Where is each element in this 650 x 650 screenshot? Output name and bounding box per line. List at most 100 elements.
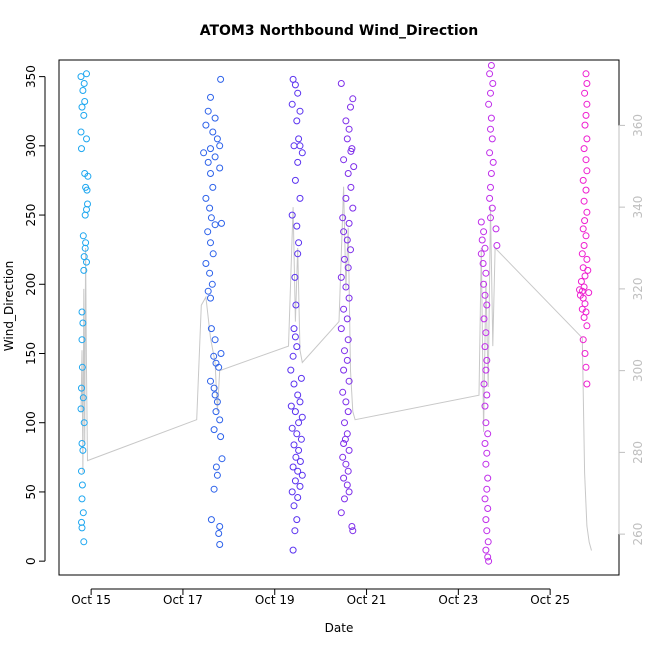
data-point (204, 287, 212, 295)
data-point (485, 557, 493, 565)
data-point (481, 291, 489, 299)
data-point (297, 435, 305, 443)
data-point (290, 380, 298, 388)
data-point (209, 183, 217, 191)
data-point (78, 495, 86, 503)
data-point (82, 239, 90, 247)
data-point (291, 408, 299, 416)
data-point (215, 530, 223, 537)
x-tick-label: Oct 19 (255, 593, 295, 607)
data-point (339, 214, 347, 222)
data-point (583, 380, 591, 388)
data-point (343, 135, 351, 143)
data-point (216, 416, 224, 424)
data-point (210, 426, 218, 434)
data-point (78, 336, 86, 344)
data-point (206, 204, 214, 212)
data-point (77, 73, 85, 81)
data-point (347, 183, 355, 191)
data-point (77, 128, 85, 136)
data-point (296, 398, 304, 406)
data-point (211, 221, 219, 229)
data-point (215, 363, 223, 371)
data-point (484, 505, 492, 512)
data-point (347, 246, 354, 254)
data-point (83, 206, 90, 213)
data-point (83, 70, 90, 78)
data-point (481, 343, 489, 351)
data-point (345, 488, 353, 496)
data-point (79, 509, 87, 517)
data-point (83, 258, 90, 266)
data-point (206, 269, 214, 277)
data-point (77, 405, 85, 413)
series-3 (337, 80, 358, 535)
data-point (580, 242, 588, 249)
data-point (349, 95, 357, 103)
data-point (344, 170, 352, 177)
data-point (477, 218, 485, 226)
x-tick-label: Oct 15 (71, 593, 111, 607)
data-point (217, 433, 225, 441)
data-point (294, 391, 302, 399)
data-point (581, 272, 589, 280)
data-point (340, 228, 348, 236)
data-point (298, 471, 306, 479)
data-point (287, 402, 295, 410)
data-point (78, 308, 86, 316)
data-point (344, 336, 352, 344)
data-point (492, 225, 500, 233)
data-point (340, 366, 348, 374)
data-point (200, 149, 208, 157)
data-point (290, 502, 298, 510)
data-point (207, 325, 215, 333)
data-point (478, 236, 486, 244)
data-point (78, 524, 86, 532)
data-point (349, 204, 357, 212)
data-point (297, 374, 305, 382)
data-point (80, 80, 88, 87)
data-point (294, 250, 302, 258)
data-point (78, 384, 85, 392)
data-point (83, 186, 91, 194)
data-point (583, 322, 591, 330)
data-point (347, 147, 355, 155)
data-point (342, 117, 350, 125)
data-point (487, 214, 494, 222)
data-point (79, 87, 87, 94)
y-tick-label: 0 (24, 557, 38, 565)
data-point (582, 232, 590, 240)
data-point (337, 325, 345, 333)
data-point (212, 463, 220, 471)
data-point (293, 430, 301, 438)
data-point (482, 419, 490, 427)
data-point (341, 435, 349, 443)
series-4 (477, 62, 501, 565)
data-point (81, 211, 89, 219)
data-point (484, 538, 492, 546)
data-point (582, 70, 590, 78)
data-point (295, 446, 303, 454)
data-point (79, 232, 87, 240)
data-point (345, 219, 353, 227)
data-point (288, 424, 296, 432)
data-point (295, 135, 303, 143)
data-point (579, 176, 587, 184)
data-point (487, 183, 494, 191)
data-point (79, 446, 87, 454)
data-point (486, 70, 494, 78)
data-point (293, 516, 301, 524)
data-point (341, 255, 348, 263)
data-point (486, 149, 494, 157)
y2-tick-label: 280 (631, 441, 645, 464)
y2-tick-label: 360 (631, 114, 645, 137)
y-axis-left: 0 50 100 150 200 250 300 350 (24, 65, 46, 565)
data-point (217, 75, 225, 83)
data-point (482, 366, 490, 374)
data-point (581, 350, 589, 357)
data-point (487, 170, 495, 177)
data-point (482, 460, 490, 468)
data-point (288, 488, 296, 496)
data-point (78, 467, 85, 475)
data-point (344, 408, 352, 416)
